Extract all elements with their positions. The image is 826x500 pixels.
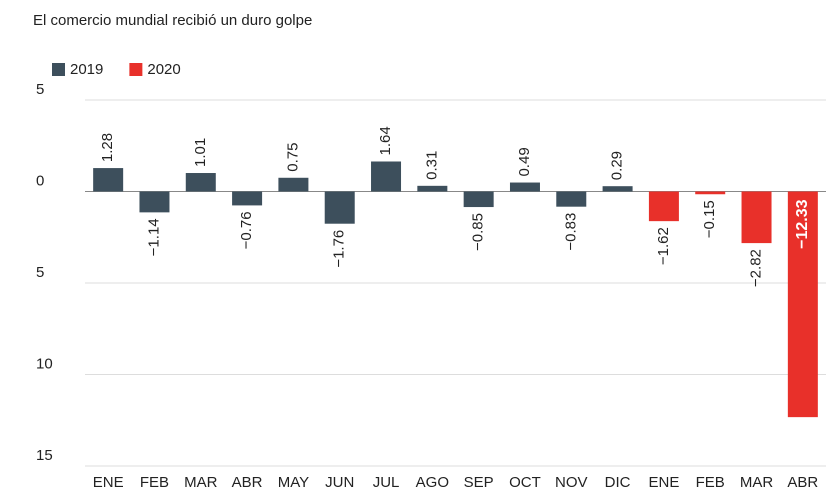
x-tick-label: JUL — [373, 474, 400, 491]
bar — [603, 186, 633, 191]
y-tick-label: 5 — [36, 264, 44, 281]
y-tick-label: 10 — [36, 355, 53, 372]
x-tick-label: FEB — [696, 474, 725, 491]
bar — [695, 192, 725, 195]
x-tick-label: AGO — [416, 474, 449, 491]
value-label: −1.62 — [655, 227, 672, 265]
bar — [510, 183, 540, 192]
value-label: 1.64 — [377, 126, 394, 155]
value-label: −2.82 — [748, 249, 765, 287]
x-tick-label: FEB — [140, 474, 169, 491]
bar — [232, 192, 262, 206]
value-label: 0.31 — [423, 151, 440, 180]
value-label: −1.14 — [145, 218, 162, 256]
bar — [742, 192, 772, 244]
value-label: −0.15 — [701, 200, 718, 238]
x-tick-label: ABR — [232, 474, 263, 491]
bar — [186, 173, 216, 191]
x-tick-label: MAR — [740, 474, 774, 491]
x-tick-label: MAY — [278, 474, 309, 491]
y-tick-label: 15 — [36, 447, 53, 464]
value-label: 0.49 — [516, 147, 533, 176]
x-tick-label: ENE — [648, 474, 679, 491]
value-label: 0.75 — [284, 143, 301, 172]
x-tick-label: ABR — [787, 474, 818, 491]
bar — [556, 192, 586, 207]
legend-swatch — [52, 63, 65, 76]
bar — [139, 192, 169, 213]
value-label: 1.28 — [99, 133, 116, 162]
x-tick-label: JUN — [325, 474, 354, 491]
value-label: −12.33 — [794, 199, 811, 248]
x-tick-label: ENE — [93, 474, 124, 491]
value-label: 0.29 — [609, 151, 626, 180]
bar — [325, 192, 355, 224]
x-tick-label: OCT — [509, 474, 541, 491]
bar — [371, 161, 401, 191]
x-tick-label: NOV — [555, 474, 588, 491]
chart: El comercio mundial recibió un duro golp… — [0, 0, 826, 495]
value-label: −1.76 — [331, 230, 348, 268]
bar — [93, 168, 123, 191]
x-tick-label: MAR — [184, 474, 218, 491]
value-label: −0.85 — [470, 213, 487, 251]
value-label: 1.01 — [192, 138, 209, 167]
bar — [464, 192, 494, 208]
y-tick-label: 0 — [36, 172, 44, 189]
x-tick-label: SEP — [464, 474, 494, 491]
y-tick-label: 5 — [36, 81, 44, 98]
bar — [649, 192, 679, 222]
legend-label: 2019 — [70, 61, 103, 78]
x-tick-label: DIC — [605, 474, 631, 491]
chart-title: El comercio mundial recibió un duro golp… — [33, 12, 312, 29]
legend-swatch — [129, 63, 142, 76]
bar — [278, 178, 308, 192]
value-label: −0.83 — [562, 213, 579, 251]
bar — [417, 186, 447, 192]
legend-label: 2020 — [147, 61, 180, 78]
value-label: −0.76 — [238, 211, 255, 249]
